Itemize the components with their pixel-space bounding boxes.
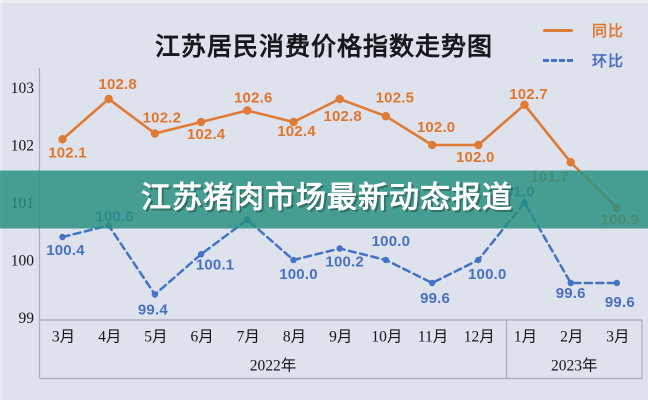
month-label: 10月 [371,329,402,346]
yoy-point [427,140,437,150]
yoy-value-label: 102.8 [98,76,137,93]
yoy-point [243,106,252,115]
mom-value-label: 99.6 [556,285,586,302]
banner-title: 江苏猪肉市场最新动态报道 [141,181,513,215]
month-label: 11月 [418,329,448,346]
yoy-value-label: 102.7 [509,86,548,103]
yoy-value-label: 102.1 [48,144,87,161]
month-label: 1月 [514,329,537,346]
mom-point [613,279,621,287]
yoy-value-label: 102.0 [417,119,456,136]
month-label: 6月 [190,329,213,346]
ytick-label: 100 [11,253,35,270]
yoy-point [520,100,529,109]
yoy-point [196,117,206,127]
mom-point [428,279,436,287]
solid-line-swatch-icon [542,29,573,32]
yoy-value-label: 102.2 [143,110,182,127]
yoy-point [104,94,113,104]
yoy-value-label: 102.5 [376,89,415,106]
yoy-point [289,117,298,127]
mom-value-label: 100.0 [279,266,318,283]
month-label: 12月 [464,329,495,346]
yoy-value-label: 102.8 [323,108,362,125]
mom-value-label: 99.4 [138,302,168,319]
mom-point [475,256,482,264]
ytick-label: 102 [11,138,34,155]
mom-point [382,256,390,264]
page-title: 江苏居民消费价格指数走势图 [154,33,493,61]
month-label: 9月 [329,329,352,346]
mom-point [59,233,66,241]
yoy-point [474,140,483,150]
yoy-point [150,129,160,138]
mom-point [567,279,574,287]
yoy-point [381,112,391,121]
legend-item-yoy: 同比 [542,20,624,41]
year-label-2022: 2022年 [250,357,297,375]
mom-value-label: 100.0 [372,233,411,250]
mom-point [336,245,343,252]
ytick-label: 103 [11,80,35,97]
month-label: 2月 [560,329,583,346]
month-label: 5月 [144,329,167,346]
mom-point [151,291,159,298]
month-label: 8月 [283,329,306,346]
banner-overlay [0,170,648,229]
month-label: 3月 [52,329,75,346]
ytick-label: 99 [19,310,35,327]
legend-label-mom: 环比 [591,53,624,70]
mom-value-label: 100.2 [325,254,364,271]
legend: 同比 环比 [542,20,624,71]
banner-title-shadow: 江苏猪肉市场最新动态报道 [143,183,515,217]
mom-value-label: 99.6 [605,294,635,311]
yoy-value-label: 102.0 [456,149,495,166]
yoy-value-label: 102.4 [277,123,316,140]
legend-item-mom: 环比 [542,50,624,71]
month-label: 7月 [237,329,260,346]
yoy-point [58,135,67,144]
mom-point [197,251,205,258]
mom-value-label: 100.4 [46,242,85,259]
mom-value-label: 100.1 [196,256,235,273]
yoy-value-label: 102.6 [234,90,273,107]
yoy-value-label: 102.4 [187,126,226,143]
mom-value-label: 100.0 [468,266,507,283]
year-label-2023: 2023年 [551,357,598,375]
dashed-line-swatch-icon [542,59,573,62]
mom-value-label: 99.6 [420,290,450,307]
legend-label-yoy: 同比 [591,23,624,40]
mom-point [290,256,297,264]
month-label: 3月 [606,329,629,346]
yoy-point [566,158,575,167]
month-label: 4月 [98,329,121,346]
yoy-point [335,94,344,104]
